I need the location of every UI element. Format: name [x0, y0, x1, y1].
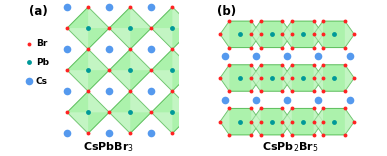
- Polygon shape: [130, 49, 151, 70]
- Polygon shape: [251, 108, 260, 135]
- Polygon shape: [313, 108, 354, 135]
- Polygon shape: [283, 21, 292, 48]
- Polygon shape: [283, 21, 292, 48]
- Polygon shape: [283, 108, 292, 135]
- Polygon shape: [283, 65, 292, 91]
- Polygon shape: [251, 108, 292, 135]
- Polygon shape: [172, 7, 194, 28]
- Text: CsPb$_2$Br$_5$: CsPb$_2$Br$_5$: [262, 141, 319, 154]
- Text: (a): (a): [29, 5, 48, 18]
- Text: Br: Br: [36, 39, 47, 48]
- Text: Cs: Cs: [36, 77, 48, 86]
- Polygon shape: [151, 112, 172, 133]
- Polygon shape: [220, 21, 260, 48]
- Polygon shape: [313, 65, 323, 91]
- Polygon shape: [109, 112, 130, 133]
- Polygon shape: [251, 65, 260, 91]
- Polygon shape: [220, 108, 260, 135]
- Polygon shape: [251, 21, 260, 48]
- Polygon shape: [251, 21, 292, 48]
- Polygon shape: [67, 28, 88, 49]
- Polygon shape: [109, 91, 151, 133]
- Polygon shape: [313, 21, 323, 48]
- Polygon shape: [313, 21, 323, 48]
- Polygon shape: [67, 7, 109, 49]
- Polygon shape: [313, 65, 323, 91]
- Polygon shape: [283, 65, 292, 91]
- Polygon shape: [313, 21, 354, 48]
- Polygon shape: [151, 70, 172, 91]
- Polygon shape: [130, 91, 151, 112]
- Polygon shape: [220, 65, 260, 91]
- Polygon shape: [109, 70, 130, 91]
- Polygon shape: [345, 65, 354, 91]
- Polygon shape: [283, 108, 323, 135]
- Polygon shape: [283, 108, 292, 135]
- Polygon shape: [151, 28, 172, 49]
- Polygon shape: [88, 91, 109, 112]
- Polygon shape: [67, 70, 88, 91]
- Polygon shape: [67, 112, 88, 133]
- Polygon shape: [151, 91, 194, 133]
- Polygon shape: [67, 91, 109, 133]
- Polygon shape: [220, 21, 229, 48]
- Text: (b): (b): [217, 5, 236, 18]
- Polygon shape: [251, 21, 260, 48]
- Polygon shape: [220, 65, 229, 91]
- Polygon shape: [151, 49, 194, 91]
- Polygon shape: [67, 49, 109, 91]
- Polygon shape: [345, 108, 354, 135]
- Polygon shape: [251, 65, 292, 91]
- Polygon shape: [283, 65, 323, 91]
- Polygon shape: [220, 108, 229, 135]
- Polygon shape: [88, 49, 109, 70]
- Text: CsPbBr$_3$: CsPbBr$_3$: [83, 141, 134, 154]
- Polygon shape: [172, 49, 194, 70]
- Polygon shape: [88, 7, 109, 28]
- Polygon shape: [345, 21, 354, 48]
- Polygon shape: [151, 7, 194, 49]
- Polygon shape: [109, 28, 130, 49]
- Polygon shape: [283, 21, 323, 48]
- Polygon shape: [313, 108, 323, 135]
- Text: Pb: Pb: [36, 58, 49, 67]
- Polygon shape: [251, 108, 260, 135]
- Polygon shape: [313, 108, 323, 135]
- Polygon shape: [313, 65, 354, 91]
- Polygon shape: [130, 7, 151, 28]
- Polygon shape: [109, 49, 151, 91]
- Polygon shape: [251, 65, 260, 91]
- Polygon shape: [172, 91, 194, 112]
- Polygon shape: [109, 7, 151, 49]
